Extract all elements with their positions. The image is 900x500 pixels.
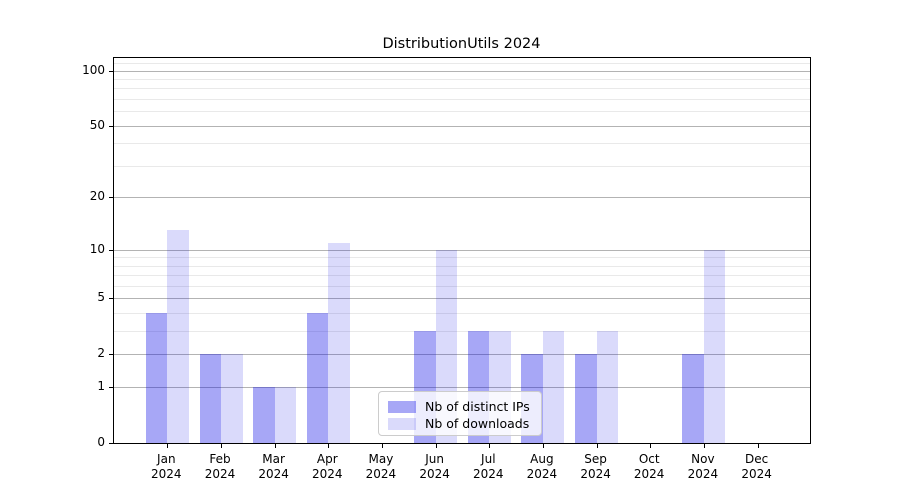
x-tick-label-year: 2024 xyxy=(473,467,504,481)
x-tick-label: Sep 2024 xyxy=(564,452,628,482)
x-tick-label: Mar 2024 xyxy=(242,452,306,482)
x-tick-label-year: 2024 xyxy=(151,467,182,481)
legend-swatch-distinct-ips xyxy=(388,400,416,413)
bar-distinct-ips xyxy=(575,354,597,443)
y-tick-label: 50 xyxy=(89,117,105,132)
y-tick-mark xyxy=(109,387,113,389)
x-tick-mark xyxy=(435,444,437,448)
gridline-minor xyxy=(114,275,810,277)
x-tick-label-year: 2024 xyxy=(365,467,397,481)
plot-area xyxy=(109,57,811,448)
y-tick-label: 1 xyxy=(97,379,105,394)
bar-downloads xyxy=(328,242,350,443)
y-tick-mark xyxy=(109,70,113,72)
gridline-major xyxy=(114,197,810,199)
y-tick-label: 100 xyxy=(82,62,105,77)
legend-label-distinct-ips: Nb of distinct IPs xyxy=(425,399,530,414)
x-tick-label: Jul 2024 xyxy=(456,452,520,482)
x-tick-mark xyxy=(542,444,544,448)
x-tick-label: Feb 2024 xyxy=(188,452,252,482)
gridline-major xyxy=(114,298,810,300)
gridline-major xyxy=(114,354,810,356)
y-tick-mark xyxy=(109,298,113,300)
x-tick-label-year: 2024 xyxy=(204,467,236,481)
x-tick-mark xyxy=(221,444,222,448)
gridline-minor xyxy=(114,88,810,90)
x-tick-mark xyxy=(274,444,276,448)
x-tick-mark xyxy=(167,444,169,448)
bar-downloads xyxy=(167,230,189,443)
x-tick-label-year: 2024 xyxy=(580,467,611,481)
gridline-major xyxy=(114,249,810,251)
legend-swatch-downloads xyxy=(388,417,416,430)
bar-distinct-ips xyxy=(253,387,275,443)
x-tick-label-year: 2024 xyxy=(526,467,558,481)
legend: Nb of distinct IPs Nb of downloads xyxy=(378,391,542,436)
gridline-minor xyxy=(114,331,810,333)
legend-row-distinct-ips: Nb of distinct IPs xyxy=(388,398,532,415)
x-tick-label: Jun 2024 xyxy=(403,452,467,482)
y-tick-mark xyxy=(109,354,113,356)
bar-downloads xyxy=(274,387,297,443)
gridline-minor xyxy=(114,265,810,267)
y-tick-label: 2 xyxy=(97,346,105,361)
x-tick-mark xyxy=(328,444,330,448)
gridline-minor xyxy=(114,286,810,287)
x-tick-label: Oct 2024 xyxy=(617,452,681,482)
x-tick-label-year: 2024 xyxy=(419,467,450,481)
x-tick-label: Apr 2024 xyxy=(295,452,359,482)
x-tick-label: Jan 2024 xyxy=(134,452,198,482)
bar-downloads xyxy=(596,331,619,443)
bar-distinct-ips xyxy=(145,313,168,443)
x-tick-label: Dec 2024 xyxy=(725,452,789,482)
y-tick-label: 5 xyxy=(97,290,105,305)
x-tick-label: Nov 2024 xyxy=(671,452,735,482)
gridline-minor xyxy=(114,111,810,113)
x-tick-label-year: 2024 xyxy=(741,467,772,481)
x-tick-mark xyxy=(489,444,491,448)
x-tick-label-year: 2024 xyxy=(258,467,289,481)
gridline-minor xyxy=(114,257,810,259)
x-tick-mark xyxy=(381,444,383,448)
y-tick-mark xyxy=(109,197,113,199)
bar-downloads xyxy=(542,331,565,443)
gridline-major xyxy=(114,70,810,72)
bar-distinct-ips xyxy=(199,354,221,443)
x-tick-mark xyxy=(757,444,759,448)
x-tick-label-year: 2024 xyxy=(312,467,343,481)
bar-distinct-ips xyxy=(306,313,329,443)
y-tick-mark xyxy=(109,249,113,251)
gridline-minor xyxy=(114,165,810,167)
x-tick-mark xyxy=(703,444,705,448)
y-tick-label: 10 xyxy=(89,241,105,256)
gridline-minor xyxy=(114,313,810,315)
gridline-minor xyxy=(114,143,810,145)
x-tick-mark xyxy=(650,444,652,448)
gridline-major xyxy=(114,387,810,389)
gridline-minor xyxy=(114,62,810,64)
bar-downloads xyxy=(703,249,726,443)
bar-downloads xyxy=(221,354,243,443)
gridline-minor xyxy=(114,79,810,80)
bar-distinct-ips xyxy=(682,354,704,443)
x-tick-label-year: 2024 xyxy=(633,467,665,481)
x-tick-label-year: 2024 xyxy=(687,467,719,481)
x-tick-mark xyxy=(596,444,598,448)
y-tick-label: 0 xyxy=(97,435,105,449)
legend-row-downloads: Nb of downloads xyxy=(388,415,532,432)
y-tick-mark xyxy=(109,443,113,444)
x-tick-label: May 2024 xyxy=(349,452,413,482)
chart-title: DistributionUtils 2024 xyxy=(382,36,541,52)
legend-label-downloads: Nb of downloads xyxy=(425,416,530,431)
y-tick-label: 20 xyxy=(89,189,105,204)
gridline-major xyxy=(114,125,810,127)
gridline-minor xyxy=(114,99,810,100)
x-tick-label: Aug 2024 xyxy=(510,452,574,482)
y-tick-mark xyxy=(109,125,113,127)
